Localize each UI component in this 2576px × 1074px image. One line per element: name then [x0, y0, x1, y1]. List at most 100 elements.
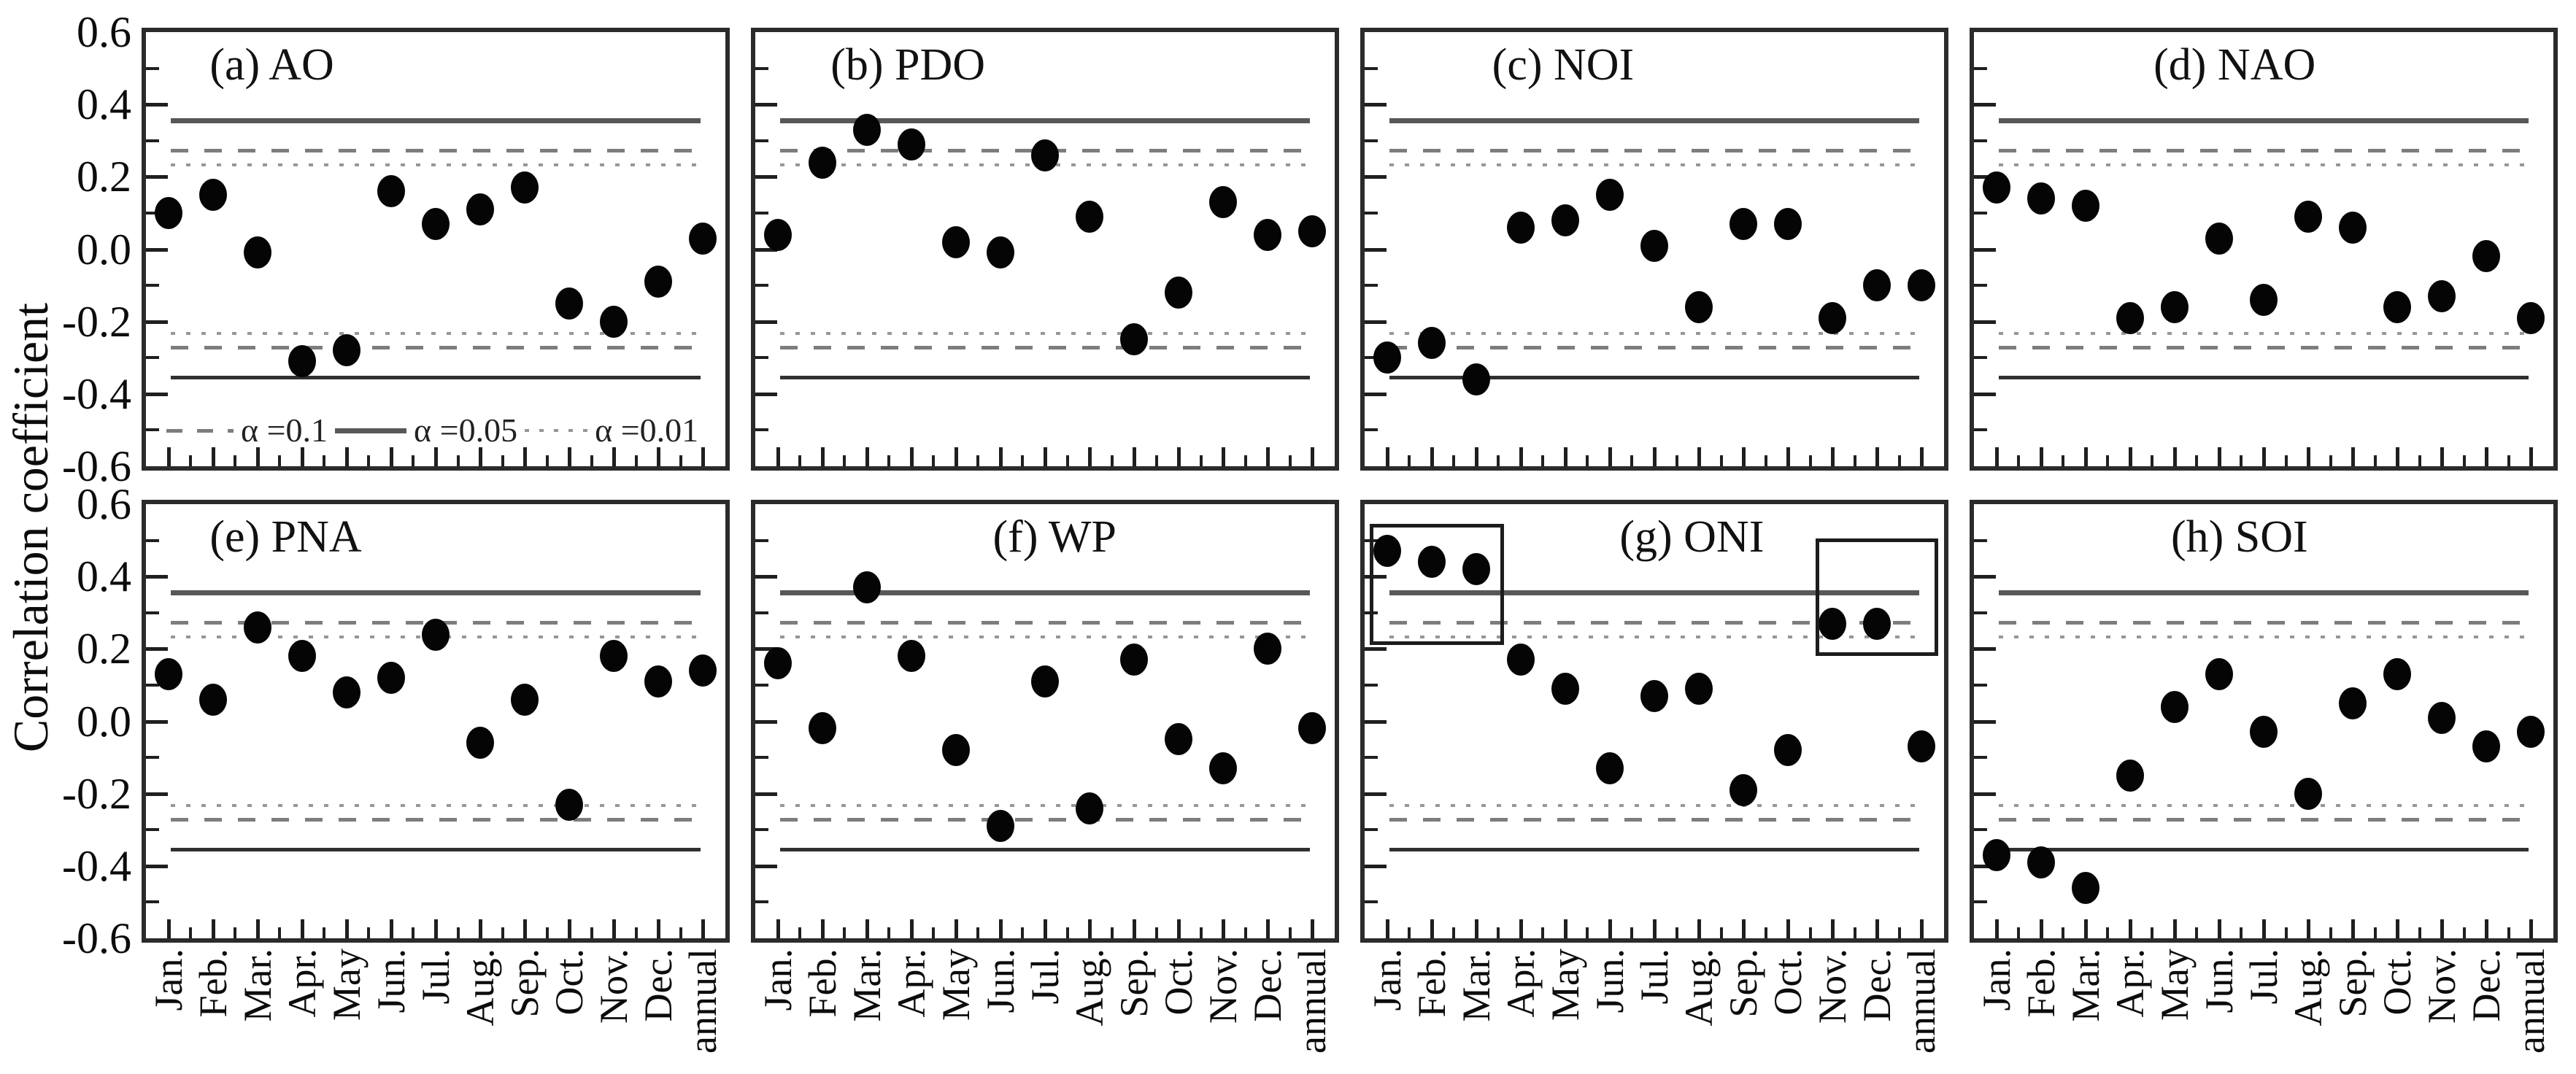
x-category-label: Aug. [1068, 949, 1112, 1027]
data-point [2205, 658, 2233, 691]
y-axis-tick [1974, 428, 1987, 432]
x-axis-tick [1742, 919, 1746, 938]
x-axis-tick [1831, 447, 1835, 466]
highlight-box [1370, 524, 1504, 646]
data-point [763, 218, 792, 251]
x-category-label: annual [1900, 949, 1944, 1054]
y-axis-tick [1365, 247, 1387, 252]
x-axis-tick [1385, 447, 1389, 466]
x-axis-tick [1044, 447, 1047, 466]
x-axis-tick-minor [1719, 927, 1723, 938]
y-axis-tick [146, 211, 159, 215]
x-axis-tick-minor [2418, 455, 2421, 466]
x-axis-tick-minor [323, 455, 326, 466]
x-axis-tick [255, 447, 260, 466]
x-axis-tick [2217, 919, 2221, 938]
significance-line-solid [171, 590, 701, 595]
x-axis-tick [1177, 447, 1181, 466]
x-axis-tick-minor [1243, 455, 1247, 466]
x-axis-tick-minor [234, 927, 237, 938]
data-point [555, 788, 584, 821]
y-axis-tick [1974, 66, 1987, 70]
x-axis-tick-minor [2284, 927, 2288, 938]
x-axis-tick [820, 447, 825, 466]
y-tick-label: 0.4 [77, 552, 131, 601]
y-axis-tick [146, 611, 159, 614]
data-point [2071, 190, 2099, 222]
data-point [2160, 290, 2189, 323]
x-category-label: Nov. [1201, 949, 1246, 1024]
y-axis-tick [755, 792, 777, 796]
y-axis-tick [146, 900, 159, 904]
x-axis-tick-minor [1065, 927, 1069, 938]
x-category-label: Apr. [889, 949, 933, 1018]
x-axis-tick-minor [843, 455, 847, 466]
x-axis-tick-minor [1408, 927, 1411, 938]
data-point [2383, 658, 2412, 691]
data-point [808, 146, 836, 179]
x-axis-tick [776, 447, 780, 466]
x-axis-tick-minor [679, 927, 682, 938]
data-point [852, 571, 881, 604]
x-axis-tick-minor [1110, 927, 1114, 938]
x-axis-tick [2440, 919, 2445, 938]
y-axis-tick [1974, 247, 1996, 252]
y-tick-label: 0.0 [77, 697, 131, 746]
x-axis-tick [1994, 919, 1999, 938]
data-point [897, 128, 925, 161]
x-axis-tick [1563, 919, 1567, 938]
y-axis-tick [1365, 211, 1378, 215]
x-category-label: Sep. [1721, 949, 1766, 1018]
significance-line-dotted [780, 331, 1310, 335]
y-axis-tick [755, 139, 768, 142]
panel-title-g: (g) ONI [1619, 512, 1765, 562]
data-point [2027, 182, 2055, 215]
data-point [1640, 229, 1668, 262]
significance-line-dotted [171, 803, 701, 807]
data-point [422, 618, 450, 651]
data-point [1551, 204, 1579, 236]
y-axis-tick [146, 284, 159, 287]
data-point [1551, 672, 1579, 705]
x-axis-tick-minor [1452, 455, 1456, 466]
x-category-label: Nov. [1810, 949, 1855, 1024]
data-point [1774, 734, 1802, 767]
y-axis-tick [755, 66, 768, 70]
significance-line-solid [780, 848, 1310, 852]
data-point [2517, 301, 2545, 334]
x-axis-tick [1044, 919, 1047, 938]
data-point [1165, 277, 1193, 309]
y-axis-tick [1365, 428, 1378, 432]
y-axis-tick [755, 647, 777, 652]
data-point [2428, 701, 2456, 734]
significance-line-solid [171, 117, 701, 123]
x-axis-tick [2351, 447, 2356, 466]
x-category-label: Sep. [2331, 949, 2375, 1018]
y-axis-tick [755, 428, 768, 432]
data-point [852, 113, 881, 146]
x-axis-tick-minor [1675, 455, 1678, 466]
x-category-label: annual [681, 949, 725, 1054]
y-tick-label: 0.6 [77, 8, 131, 56]
significance-line-solid [1389, 848, 1919, 852]
y-tick-label: -0.4 [62, 841, 131, 890]
panel-a: (a) AO α =0.1 α =0.05 α =0.01 [142, 28, 730, 471]
significance-line-dashed [171, 817, 701, 822]
significance-line-solid [171, 848, 701, 852]
data-point [1640, 679, 1668, 712]
data-point [1863, 607, 1891, 640]
x-axis-tick-minor [1853, 927, 1856, 938]
x-category-label: Feb. [2018, 949, 2063, 1018]
x-axis-tick [2529, 447, 2534, 466]
x-category-label: May [2152, 949, 2197, 1021]
significance-line-solid [1999, 376, 2529, 380]
data-point [332, 676, 360, 708]
x-axis-tick-minor [545, 927, 549, 938]
x-axis-tick-minor [2373, 927, 2377, 938]
x-axis-tick [1786, 919, 1791, 938]
x-category-label: Jun. [369, 949, 413, 1013]
x-category-label: Nov. [592, 949, 636, 1024]
x-axis-tick-minor [456, 455, 460, 466]
data-point [897, 640, 925, 673]
x-axis-tick [1519, 447, 1523, 466]
